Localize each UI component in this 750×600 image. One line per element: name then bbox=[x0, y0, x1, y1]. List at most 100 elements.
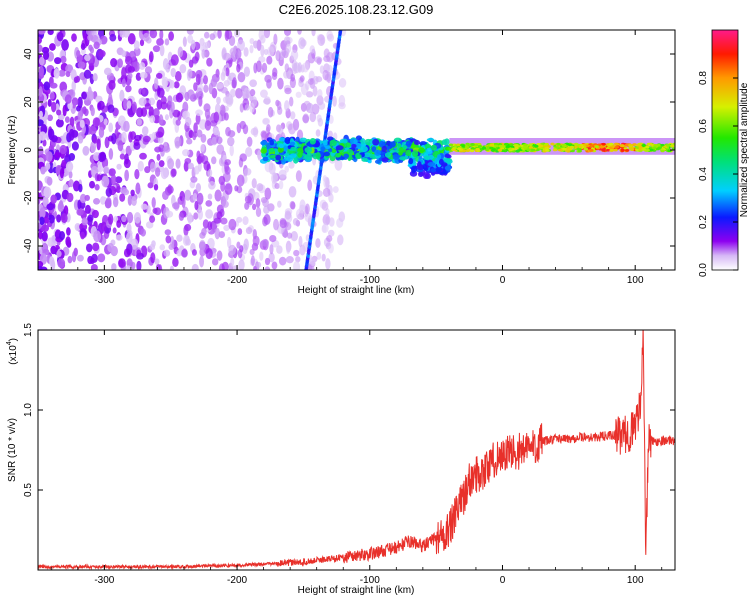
heatmap-speckle bbox=[49, 92, 55, 100]
heatmap-speckle bbox=[108, 213, 114, 225]
heatmap-speckle bbox=[49, 43, 56, 51]
heatmap-ridge bbox=[632, 143, 637, 146]
heatmap-speckle bbox=[260, 89, 268, 98]
heatmap-speckle bbox=[140, 203, 148, 210]
heatmap-ridge bbox=[585, 144, 590, 148]
heatmap-band bbox=[279, 137, 285, 142]
heatmap-speckle bbox=[212, 258, 219, 266]
x-tick-label: -100 bbox=[360, 575, 380, 586]
heatmap-speckle bbox=[136, 260, 142, 270]
heatmap-speckle bbox=[249, 248, 255, 255]
heatmap-speckle bbox=[249, 79, 258, 88]
heatmap-speckle bbox=[184, 189, 192, 201]
heatmap-speckle bbox=[281, 47, 287, 57]
heatmap-ridge bbox=[577, 149, 582, 153]
heatmap-band bbox=[281, 158, 286, 165]
heatmap-speckle bbox=[167, 95, 173, 106]
heatmap-band bbox=[295, 136, 300, 142]
colorbar-tick-label: 0.2 bbox=[698, 215, 709, 229]
heatmap-ridge bbox=[514, 146, 519, 150]
heatmap-speckle bbox=[302, 113, 310, 124]
heatmap-speckle bbox=[193, 82, 198, 92]
heatmap-speckle bbox=[50, 245, 57, 255]
heatmap-speckle bbox=[103, 67, 112, 76]
spectrogram-ylabel: Frequency (Hz) bbox=[7, 116, 18, 185]
heatmap-speckle bbox=[139, 62, 146, 70]
heatmap-speckle bbox=[68, 179, 74, 188]
heatmap-ridge bbox=[647, 142, 653, 146]
heatmap-speckle bbox=[144, 66, 153, 75]
heatmap-ridge bbox=[498, 144, 503, 148]
heatmap-speckle bbox=[186, 30, 194, 35]
heatmap-speckle bbox=[132, 101, 138, 114]
heatmap-speckle bbox=[269, 244, 274, 255]
y-tick-label: 20 bbox=[23, 96, 34, 108]
heatmap-speckle bbox=[43, 216, 50, 224]
heatmap-band bbox=[343, 153, 349, 159]
heatmap-ridge bbox=[550, 142, 555, 146]
heatmap-speckle bbox=[332, 186, 339, 194]
heatmap-speckle bbox=[155, 72, 163, 79]
heatmap-ridge bbox=[614, 145, 620, 149]
heatmap-speckle bbox=[90, 141, 97, 153]
heatmap-ridge bbox=[470, 147, 475, 150]
heatmap-ridge bbox=[660, 149, 665, 153]
colorbar-frame bbox=[711, 29, 739, 271]
heatmap-speckle bbox=[203, 84, 209, 93]
heatmap-ridge bbox=[469, 149, 475, 153]
heatmap-speckle bbox=[43, 186, 52, 198]
heatmap-ridge bbox=[641, 143, 646, 147]
heatmap-speckle bbox=[263, 48, 269, 56]
heatmap-speckle bbox=[139, 39, 145, 47]
heatmap-speckle bbox=[172, 109, 181, 118]
heatmap-band bbox=[410, 165, 418, 173]
heatmap-speckle bbox=[158, 160, 165, 167]
heatmap-speckle bbox=[195, 113, 201, 125]
heatmap-ridge bbox=[672, 142, 675, 146]
heatmap-speckle bbox=[326, 33, 335, 42]
heatmap-speckle bbox=[191, 39, 196, 50]
heatmap-speckle bbox=[108, 92, 113, 104]
heatmap-speckle bbox=[164, 114, 169, 121]
heatmap-speckle bbox=[77, 61, 86, 69]
heatmap-speckle bbox=[277, 77, 284, 90]
heatmap-band bbox=[427, 161, 436, 167]
heatmap-speckle bbox=[117, 58, 123, 69]
heatmap-ridge bbox=[538, 144, 544, 148]
heatmap-speckle bbox=[264, 257, 271, 266]
heatmap-band bbox=[335, 145, 344, 151]
heatmap-speckle bbox=[325, 258, 331, 270]
heatmap-speckle bbox=[158, 264, 163, 270]
heatmap-speckle bbox=[216, 136, 223, 145]
heatmap-speckle bbox=[249, 44, 254, 54]
heatmap-band bbox=[374, 149, 381, 156]
heatmap-speckle bbox=[42, 50, 50, 61]
heatmap-speckle bbox=[141, 126, 149, 136]
heatmap-band bbox=[320, 146, 326, 153]
heatmap-speckle bbox=[78, 183, 83, 193]
heatmap-band bbox=[381, 157, 389, 162]
heatmap-speckle bbox=[317, 117, 324, 127]
heatmap-speckle bbox=[136, 118, 142, 126]
heatmap-speckle bbox=[207, 168, 213, 177]
heatmap-speckle bbox=[229, 144, 234, 157]
heatmap-speckle bbox=[181, 196, 186, 209]
heatmap-band bbox=[315, 152, 321, 160]
heatmap-speckle bbox=[314, 56, 323, 64]
heatmap-speckle bbox=[51, 135, 58, 143]
heatmap-speckle bbox=[88, 44, 93, 51]
heatmap-band bbox=[323, 151, 330, 157]
heatmap-ridge bbox=[545, 148, 550, 152]
x-tick-label: -100 bbox=[360, 275, 380, 286]
heatmap-speckle bbox=[191, 249, 197, 256]
heatmap-speckle bbox=[57, 258, 66, 269]
heatmap-speckle bbox=[237, 39, 245, 52]
heatmap-band bbox=[266, 142, 271, 150]
heatmap-speckle bbox=[174, 71, 182, 82]
heatmap-speckle bbox=[123, 248, 131, 258]
heatmap-speckle bbox=[204, 120, 212, 131]
heatmap-speckle bbox=[275, 50, 281, 62]
snr-scale-factor: (x104) bbox=[6, 338, 19, 365]
heatmap-speckle bbox=[184, 157, 192, 165]
heatmap-band bbox=[445, 154, 452, 159]
